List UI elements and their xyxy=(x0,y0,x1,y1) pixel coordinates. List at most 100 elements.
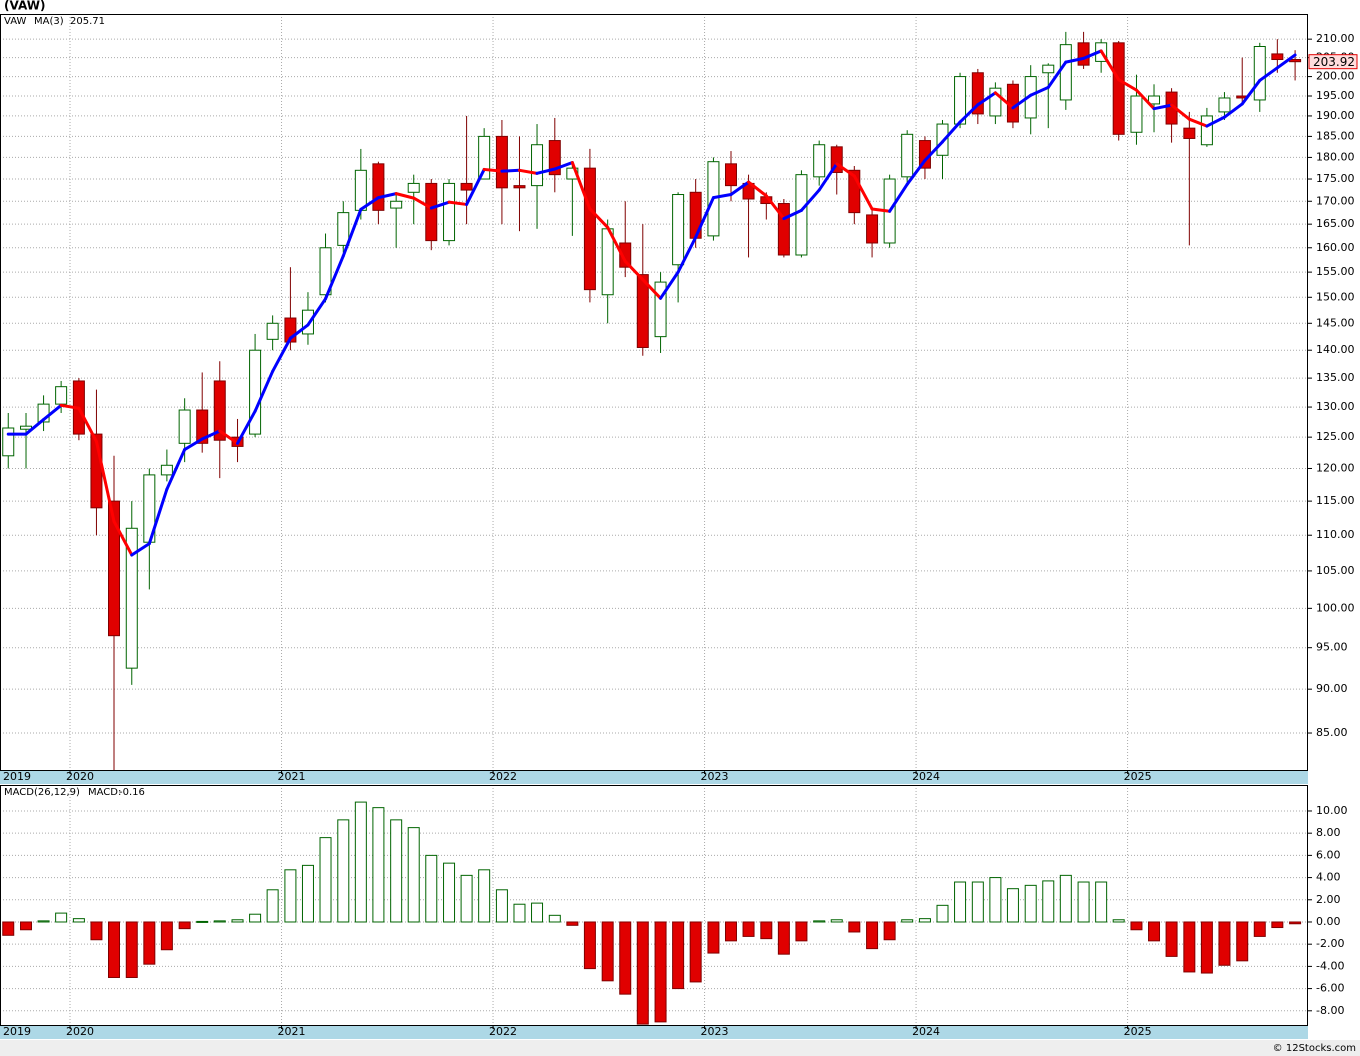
macd-bar xyxy=(1077,881,1090,923)
y-tick-label: -8.00 xyxy=(1316,1004,1344,1017)
y-tick-label: 155.00 xyxy=(1316,265,1355,278)
ma-line-segment xyxy=(729,180,751,197)
x-tick-label: 2022 xyxy=(489,1025,517,1038)
ma-line-segment xyxy=(1029,85,1050,97)
ma-line-segment xyxy=(429,200,451,210)
y-tick-label: 140.00 xyxy=(1316,343,1355,356)
macd-bar xyxy=(196,920,209,923)
ma-line-segment xyxy=(923,140,945,162)
y-tick-label: 150.00 xyxy=(1316,290,1355,303)
macd-bar xyxy=(72,918,85,923)
macd-bar xyxy=(989,877,1002,923)
x-tick-label: 2021 xyxy=(278,770,306,783)
ma-line-segment xyxy=(993,91,1015,110)
macd-bar xyxy=(724,921,737,942)
candle-body xyxy=(1271,53,1284,61)
macd-name: MACD: xyxy=(88,787,121,798)
ma-line-segment xyxy=(676,235,698,274)
ma-line-segment xyxy=(1170,103,1191,121)
candle-body xyxy=(654,281,667,338)
macd-bar xyxy=(160,921,173,951)
ma-line-segment xyxy=(1117,78,1138,92)
macd-bar xyxy=(354,801,367,923)
ma-line-segment xyxy=(165,448,187,491)
candle-body xyxy=(724,163,737,187)
candle-body xyxy=(478,135,491,180)
y-tick-label: 90.00 xyxy=(1316,682,1348,695)
x-tick-label: 2023 xyxy=(701,1025,729,1038)
macd-bar xyxy=(125,921,138,978)
y-tick-label: -2.00 xyxy=(1316,937,1344,950)
candle-body xyxy=(249,349,262,435)
ma-line-segment xyxy=(659,270,680,300)
y-tick-label: -6.00 xyxy=(1316,982,1344,995)
macd-bar xyxy=(90,921,103,941)
macd-bar xyxy=(495,889,508,923)
ma-line-segment xyxy=(570,161,592,211)
ma-line-segment xyxy=(59,403,81,410)
macd-bar xyxy=(1165,921,1178,957)
y-tick-label: 180.00 xyxy=(1316,150,1355,163)
y-tick-label: 130.00 xyxy=(1316,400,1355,413)
candle-body xyxy=(495,135,508,189)
candle-body xyxy=(672,194,685,266)
ma-line-segment xyxy=(941,120,962,144)
macd-bar xyxy=(954,881,967,923)
candle-body xyxy=(460,182,473,191)
ma-line-segment xyxy=(376,192,398,200)
y-tick-label: 115.00 xyxy=(1316,494,1355,507)
candle-body xyxy=(213,380,226,441)
macd-bar xyxy=(407,827,420,923)
candle-body xyxy=(2,427,15,457)
ma-line-segment xyxy=(553,161,574,171)
time-axis-band xyxy=(0,1025,1308,1039)
ma-line-segment xyxy=(641,278,663,300)
last-price-tag xyxy=(1308,54,1358,70)
candle-body xyxy=(636,274,649,348)
ma-line-segment xyxy=(447,200,469,206)
macd-bar xyxy=(513,903,526,923)
ma-line-segment xyxy=(482,167,504,173)
macd-bar xyxy=(20,921,33,931)
macd-bar xyxy=(654,921,667,1023)
ma-line-segment xyxy=(200,429,222,441)
ma-line-segment xyxy=(870,207,892,213)
ma-line-segment xyxy=(958,103,980,124)
y-tick-label: 105.00 xyxy=(1316,564,1355,577)
candle-body xyxy=(848,169,861,214)
x-tick-label: 2024 xyxy=(912,1025,940,1038)
macd-bar xyxy=(390,819,403,923)
macd-bar xyxy=(372,807,385,923)
ma-line-segment xyxy=(1082,49,1103,60)
ma-line-segment xyxy=(130,542,151,557)
macd-value: -0.16 xyxy=(119,787,145,798)
y-tick-label: 190.00 xyxy=(1316,109,1355,122)
candle-body xyxy=(266,322,279,340)
y-tick-label: 6.00 xyxy=(1316,848,1341,861)
y-tick-label: 4.00 xyxy=(1316,871,1341,884)
ma-line-segment xyxy=(341,207,363,258)
macd-bar xyxy=(566,921,579,926)
candle-body xyxy=(1024,76,1037,119)
ma-line-segment xyxy=(412,196,433,210)
plot-frame xyxy=(0,14,1308,771)
ma-line-segment xyxy=(465,167,486,206)
x-tick-label: 2020 xyxy=(66,770,94,783)
macd-bar xyxy=(337,819,350,923)
y-tick-label: -4.00 xyxy=(1316,959,1344,972)
ma-line-segment xyxy=(888,182,909,213)
candle-body xyxy=(160,464,173,476)
y-tick-label: 170.00 xyxy=(1316,194,1355,207)
ma-line-segment xyxy=(1064,56,1086,64)
candle-body xyxy=(901,133,914,178)
candle-body xyxy=(284,317,297,343)
candle-body xyxy=(777,203,790,256)
candle-body xyxy=(813,144,826,178)
macd-bar xyxy=(1289,921,1302,925)
x-tick-label: 2025 xyxy=(1124,1025,1152,1038)
macd-bar xyxy=(707,921,720,954)
candle-body xyxy=(372,163,385,211)
ma-line-segment xyxy=(835,162,856,178)
y-tick-label: 10.00 xyxy=(1316,804,1348,817)
macd-bar xyxy=(460,874,473,923)
